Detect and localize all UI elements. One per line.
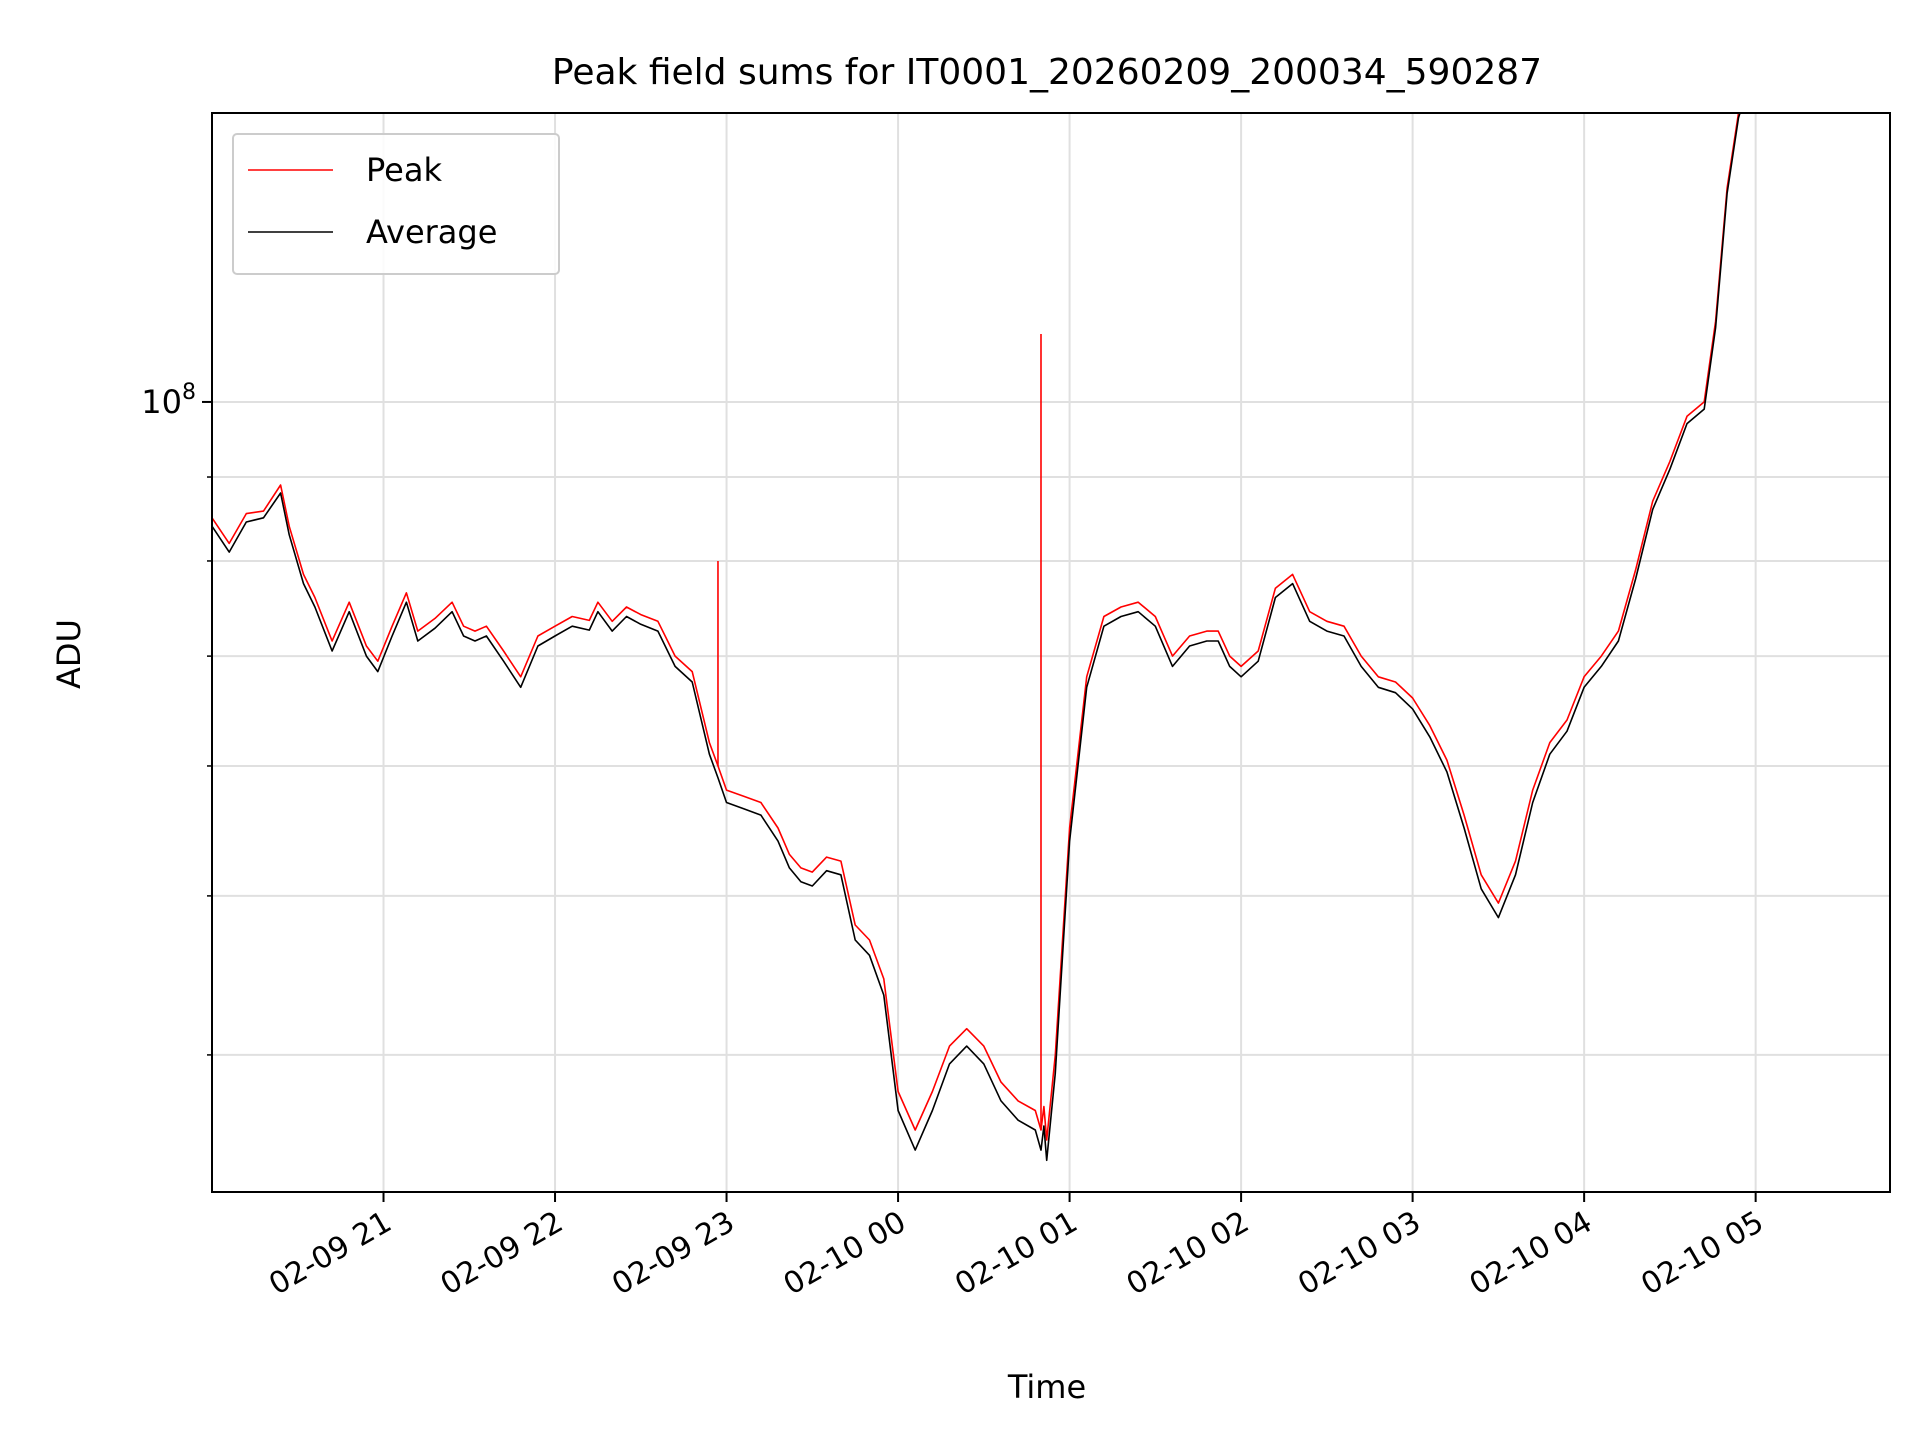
- y-axis-ticks: 108: [141, 380, 212, 1056]
- legend-box: [232, 133, 560, 275]
- x-tick-label: 02-09 23: [606, 1205, 740, 1303]
- series-line-peak: [212, 113, 1740, 1141]
- plot-series: [212, 113, 1741, 1162]
- x-axis-label: Time: [1007, 1368, 1086, 1406]
- x-tick-label: 02-10 01: [949, 1205, 1083, 1303]
- y-tick-label: 108: [141, 380, 196, 421]
- x-axis-ticks: 02-09 21 02-09 22 02-09 23 02-10 00 02-10 01…: [263, 1192, 1770, 1303]
- legend-label-peak: Peak: [366, 151, 442, 189]
- x-tick-label: 02-10 02: [1121, 1205, 1255, 1303]
- y-axis-label: ADU: [50, 619, 88, 689]
- grid: [212, 113, 1890, 1192]
- legend-label-average: Average: [366, 213, 497, 251]
- x-tick-label: 02-10 00: [778, 1205, 912, 1303]
- plot-frame: [211, 112, 1891, 1193]
- legend: Peak Average: [232, 133, 560, 275]
- x-tick-label: 02-10 03: [1292, 1205, 1426, 1303]
- x-tick-label: 02-09 21: [263, 1205, 397, 1303]
- x-tick-label: 02-09 22: [435, 1205, 569, 1303]
- x-tick-label: 02-10 05: [1635, 1205, 1769, 1303]
- chart-title: Peak field sums for IT0001_20260209_2000…: [552, 52, 1542, 93]
- series-line-average: [212, 113, 1741, 1162]
- annotations: [717, 334, 1042, 1130]
- x-tick-label: 02-10 04: [1464, 1205, 1598, 1303]
